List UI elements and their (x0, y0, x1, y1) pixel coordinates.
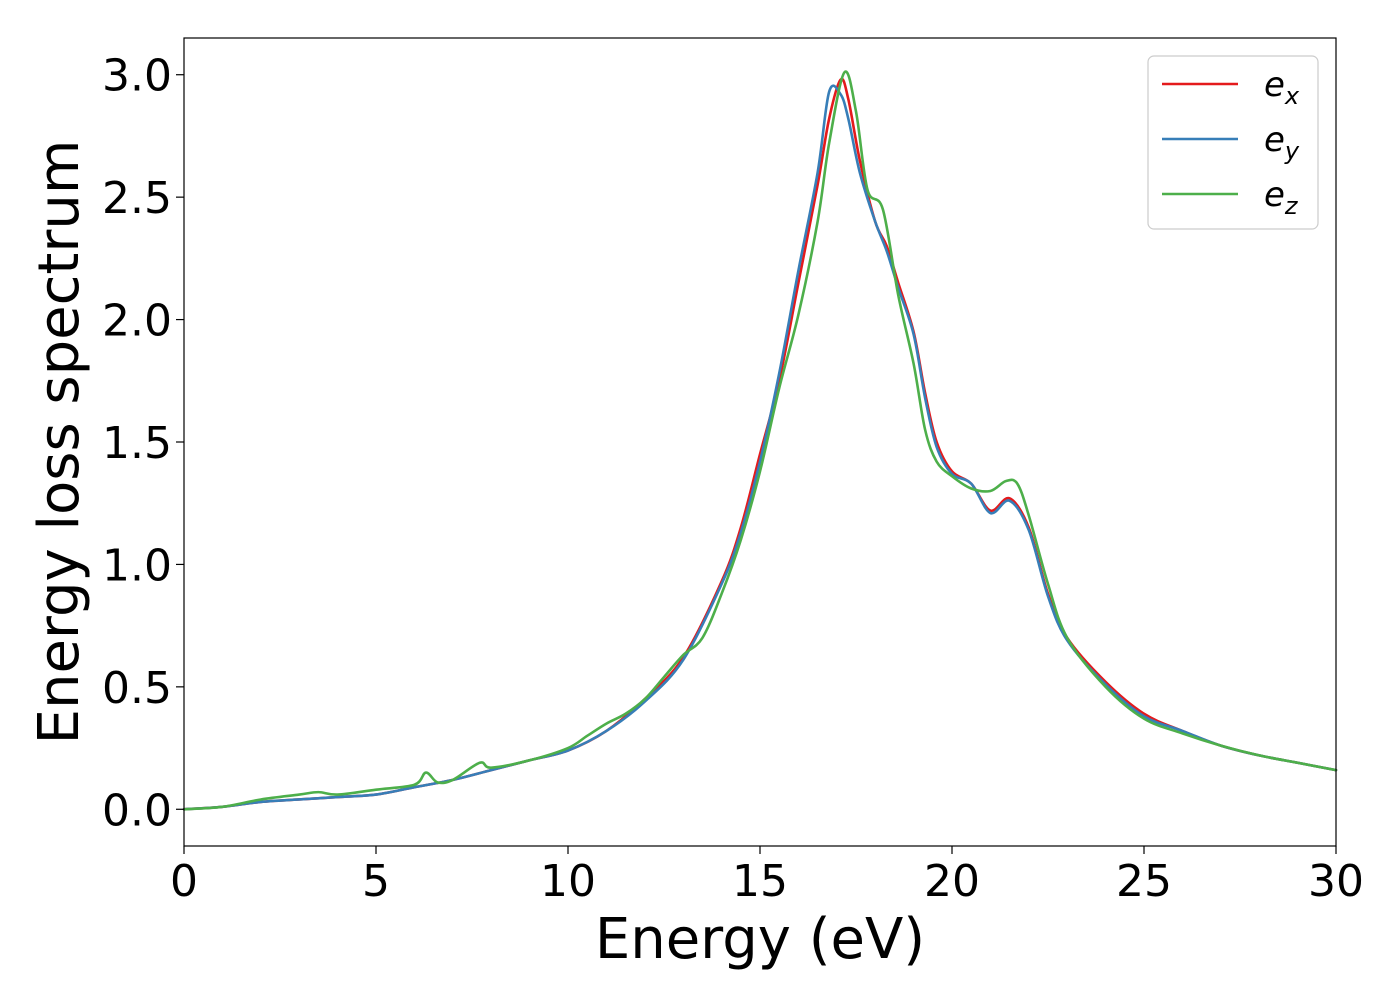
y-tick-label: 3.0 (102, 51, 172, 102)
legend-label-base: e (1264, 120, 1285, 160)
x-tick-label: 25 (1116, 856, 1172, 907)
legend-label-base: e (1264, 65, 1285, 105)
x-axis-label: Energy (eV) (595, 907, 925, 972)
y-tick-label: 0.0 (102, 785, 172, 836)
series-layer (182, 70, 1338, 811)
series-line-z (182, 70, 1338, 811)
legend-box (1147, 55, 1319, 230)
legend-label-x: ex (1264, 65, 1300, 110)
y-axis-label: Energy loss spectrum (27, 140, 92, 745)
legend-label-y: ey (1264, 120, 1300, 165)
y-tick-label: 2.0 (102, 296, 172, 347)
x-tick-label: 0 (170, 856, 198, 907)
legend-label-z: ez (1264, 175, 1299, 220)
y-tick-label: 1.5 (102, 418, 172, 469)
x-tick-label: 15 (732, 856, 788, 907)
legend-label-subscript: x (1284, 82, 1300, 110)
x-tick-label: 5 (362, 856, 390, 907)
y-tick-label: 1.0 (102, 540, 172, 591)
legend-label-base: e (1264, 175, 1285, 215)
x-tick-label: 30 (1308, 856, 1364, 907)
series-line-y (182, 84, 1338, 811)
y-tick-label: 2.5 (102, 173, 172, 224)
y-tick-label: 0.5 (102, 663, 172, 714)
x-tick-label: 10 (540, 856, 596, 907)
y-axis: 0.0 0.5 1.0 1.5 2.0 2.5 3.0 (102, 51, 184, 836)
x-tick-label: 20 (924, 856, 980, 907)
legend-label-subscript: y (1284, 137, 1300, 165)
legend-label-subscript: z (1284, 192, 1299, 220)
x-axis: 0 5 10 15 20 25 30 (170, 846, 1364, 907)
